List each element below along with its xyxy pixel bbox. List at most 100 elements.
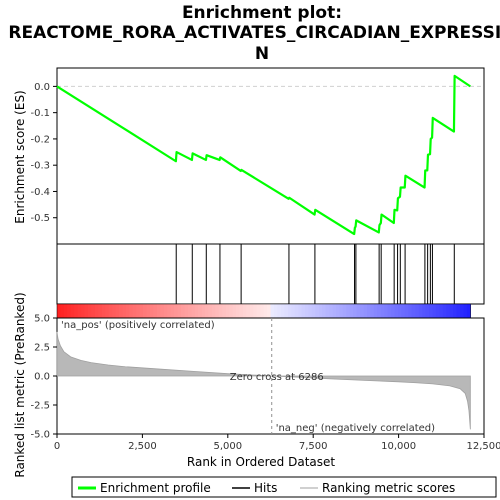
rank-y-tick-label-4: -5.0: [30, 430, 50, 441]
heatmap-segment-17: [115, 304, 120, 318]
x-tick-label-4: 10,000: [381, 441, 416, 452]
heatmap-segment-110: [435, 304, 440, 318]
heatmap-segment-78: [325, 304, 330, 318]
es-y-tick-label-3: -0.3: [30, 161, 50, 172]
heatmap-segment-45: [212, 304, 217, 318]
heatmap-segment-112: [442, 304, 447, 318]
heatmap-segment-50: [229, 304, 234, 318]
heatmap-segment-93: [377, 304, 382, 318]
heatmap-segment-76: [318, 304, 323, 318]
heatmap-segment-11: [94, 304, 99, 318]
heatmap-segment-34: [174, 304, 179, 318]
enrichment-score-panel: 0.0 -0.1 -0.2 -0.3 -0.4 -0.5: [30, 67, 485, 245]
heatmap-segment-6: [77, 304, 82, 318]
heatmap-segment-105: [418, 304, 423, 318]
heatmap-segment-5: [74, 304, 79, 318]
heatmap-segment-71: [301, 304, 306, 318]
heatmap-segment-64: [277, 304, 282, 318]
heatmap-segment-119: [466, 304, 471, 318]
heatmap-segment-107: [425, 304, 430, 318]
heatmap-segment-92: [373, 304, 378, 318]
heatmap-segment-19: [122, 304, 127, 318]
heatmap-segment-4: [70, 304, 75, 318]
heatmap-segment-108: [429, 304, 434, 318]
heatmap-segment-23: [136, 304, 141, 318]
chart-title-line-1: Enrichment plot:: [182, 3, 342, 23]
heatmap-segment-118: [463, 304, 468, 318]
enrichment-profile-line: [56, 74, 471, 236]
heatmap-segment-94: [380, 304, 385, 318]
heatmap-segment-62: [270, 304, 275, 318]
es-plot-frame: [56, 67, 485, 245]
legend-enrichment-label: Enrichment profile: [100, 481, 211, 495]
heatmap-segment-67: [287, 304, 292, 318]
heatmap-segment-54: [243, 304, 248, 318]
heatmap-segment-103: [411, 304, 416, 318]
heatmap-segment-95: [384, 304, 389, 318]
rank-y-tick-label-0: 5.0: [34, 314, 50, 325]
heatmap-segment-10: [91, 304, 96, 318]
heatmap-segment-39: [191, 304, 196, 318]
heatmap-segment-101: [404, 304, 409, 318]
es-y-tick-label-2: -0.2: [30, 134, 50, 145]
heatmap-segment-114: [449, 304, 454, 318]
heatmap-segment-99: [398, 304, 403, 318]
heatmap-segment-77: [322, 304, 327, 318]
x-tick-label-2: 5,000: [213, 441, 242, 452]
es-y-tick-label-1: -0.1: [30, 108, 50, 119]
zero-cross-label: Zero cross at 6286: [230, 372, 324, 383]
heatmap-segment-60: [263, 304, 268, 318]
heatmap-segment-80: [332, 304, 337, 318]
heatmap-segment-29: [156, 304, 161, 318]
heatmap-segment-1: [60, 304, 65, 318]
heatmap-segment-96: [387, 304, 392, 318]
heatmap-segment-90: [367, 304, 372, 318]
hits-frame: [56, 243, 485, 305]
heatmap-segment-98: [394, 304, 399, 318]
heatmap-segment-13: [101, 304, 106, 318]
heatmap-segment-25: [143, 304, 148, 318]
heatmap-segment-84: [346, 304, 351, 318]
heatmap-segment-111: [439, 304, 444, 318]
heatmap-segment-63: [274, 304, 279, 318]
heatmap-segment-85: [349, 304, 354, 318]
ranking-metric-panel: 5.0 2.5 0.0 -2.5 -5.0 Zero cross at 6286 'na_p…: [30, 314, 500, 453]
heatmap-segment-115: [453, 304, 458, 318]
heatmap-segment-30: [160, 304, 165, 318]
heatmap-segment-43: [205, 304, 210, 318]
heatmap-segment-53: [239, 304, 244, 318]
chart-title-line-3: N: [255, 44, 269, 64]
heatmap-segment-70: [298, 304, 303, 318]
heatmap-segment-86: [353, 304, 358, 318]
es-axis-label: Enrichment score (ES): [13, 90, 27, 223]
chart-title-line-2: REACTOME_RORA_ACTIVATES_CIRCADIAN_EXPRES…: [8, 23, 500, 43]
heatmap-segment-24: [139, 304, 144, 318]
heatmap-segment-26: [146, 304, 151, 318]
heatmap-segment-75: [315, 304, 320, 318]
rank-y-tick-label-2: 0.0: [34, 372, 50, 383]
heatmap-segment-36: [181, 304, 186, 318]
heatmap-segment-14: [105, 304, 110, 318]
heatmap-segment-73: [308, 304, 313, 318]
legend-ranking-label: Ranking metric scores: [322, 481, 455, 495]
heatmap-segment-51: [232, 304, 237, 318]
heatmap-segment-0: [57, 304, 62, 318]
heatmap-segment-109: [432, 304, 437, 318]
x-axis-label: Rank in Ordered Dataset: [187, 455, 335, 469]
heatmap-segment-40: [194, 304, 199, 318]
heatmap-segment-113: [446, 304, 451, 318]
heatmap-segment-56: [249, 304, 254, 318]
neg-corr-label: 'na_neg' (negatively correlated): [276, 423, 435, 434]
x-tick-label-1: 2,500: [128, 441, 157, 452]
heatmap-segment-104: [415, 304, 420, 318]
heatmap-segment-58: [256, 304, 261, 318]
es-y-tick-label-0: 0.0: [34, 82, 50, 93]
heatmap-segment-22: [132, 304, 137, 318]
heatmap-segment-69: [294, 304, 299, 318]
rank-y-tick-label-3: -2.5: [30, 401, 50, 412]
heatmap-segment-81: [336, 304, 341, 318]
heatmap-segment-52: [236, 304, 241, 318]
heatmap-segment-35: [177, 304, 182, 318]
pos-corr-label: 'na_pos' (positively correlated): [61, 320, 215, 331]
